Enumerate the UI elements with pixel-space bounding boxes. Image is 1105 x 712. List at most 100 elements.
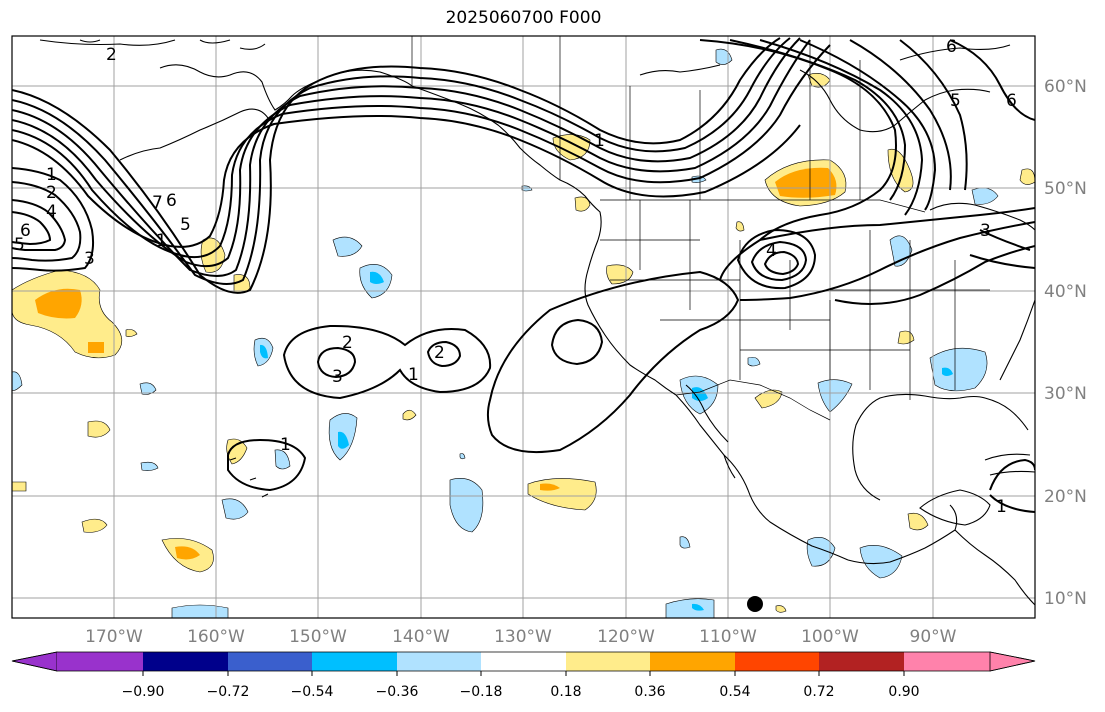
coastline — [39, 39, 413, 111]
anomaly-negative-core — [942, 367, 953, 376]
anomaly-positive-patch — [81, 518, 108, 533]
lat-label: 20°N — [1044, 487, 1087, 507]
colorbar-segment — [566, 652, 650, 671]
contour-line — [849, 39, 952, 191]
colorbar-extend-low — [11, 651, 58, 672]
contour-line — [12, 44, 831, 259]
contour-line — [550, 318, 604, 366]
coastline — [852, 393, 1029, 501]
contour-line — [486, 270, 740, 454]
colorbar-tick-label: −0.90 — [122, 684, 165, 700]
contour-line — [282, 324, 492, 400]
height-contours — [12, 37, 1035, 513]
contour-label: 2 — [106, 45, 117, 65]
anomaly-positive-core — [540, 483, 560, 491]
anomaly-negative-patch — [12, 371, 23, 391]
lon-label: 140°W — [392, 627, 450, 647]
anomaly-negative-patch — [459, 453, 466, 460]
contour-label: 1 — [46, 165, 57, 185]
anomaly-positive-core — [35, 288, 82, 319]
contour-label: 2 — [342, 333, 353, 353]
anomaly-positive-patch — [907, 512, 929, 531]
contour-line — [12, 39, 811, 268]
colorbar-segment — [143, 652, 228, 671]
contour-line — [426, 340, 462, 368]
anomaly-positive-patch — [606, 264, 634, 285]
contour-line — [729, 39, 907, 201]
colorbar-segment — [57, 652, 143, 671]
contour-line — [739, 221, 1035, 301]
anomaly-positive-patch — [574, 196, 591, 212]
anomaly-positive-patch — [125, 329, 138, 337]
anomaly-positive-patch — [12, 481, 27, 492]
contour-line — [989, 458, 1035, 491]
graticule — [12, 36, 1035, 618]
contour-line — [759, 39, 924, 216]
anomaly-positive-patch — [527, 478, 597, 511]
colorbar-tick-label: 0.54 — [719, 684, 750, 700]
coastline — [79, 39, 266, 50]
contour-label: 1 — [408, 365, 419, 385]
anomaly-negative-patch — [859, 545, 903, 579]
anomaly-positive-core — [175, 546, 200, 560]
location-marker — [747, 596, 763, 612]
contour-line — [12, 167, 95, 272]
map-title: 2025060700 F000 — [445, 8, 602, 28]
colorbar-tick-label: 0.36 — [634, 684, 665, 700]
anomaly-negative-patch — [971, 187, 999, 205]
contour-line — [12, 37, 781, 294]
contour-label: 5 — [950, 91, 961, 111]
anomaly-negative-patch — [171, 604, 229, 618]
contour-line — [12, 115, 801, 248]
anomaly-negative-core — [260, 344, 268, 359]
anomaly-negative-patch — [665, 598, 715, 618]
contour-label: 3 — [84, 249, 95, 269]
contour-line — [750, 240, 808, 282]
anomaly-positive-patch — [226, 438, 248, 465]
lat-label: 10°N — [1044, 589, 1087, 609]
contour-line — [799, 39, 937, 211]
contour-label: 2 — [46, 183, 57, 203]
colorbar-segment — [481, 652, 566, 671]
anomaly-negative-patch — [139, 382, 157, 395]
anomaly-negative-patch — [274, 449, 291, 470]
coastline — [584, 239, 677, 396]
anomaly-shading — [12, 48, 1035, 618]
contour-line — [969, 229, 1035, 269]
contour-line — [719, 207, 1035, 281]
contour-label: 6 — [20, 221, 31, 241]
anomaly-negative-patch — [221, 498, 249, 520]
lat-label: 50°N — [1044, 179, 1087, 199]
coastline — [411, 85, 602, 241]
anomaly-negative-patch — [679, 536, 691, 549]
anomaly-positive-patch — [897, 330, 915, 345]
contour-line — [989, 494, 1035, 513]
colorbar-extend-high — [989, 651, 1036, 672]
contour-line — [834, 245, 1035, 305]
coastline — [919, 489, 991, 526]
anomaly-negative-patch — [449, 478, 484, 533]
anomaly-negative-core — [370, 271, 384, 284]
contour-labels: 1 2 4 6 5 3 7 6 5 1 2 3 1 2 1 1 4 6 5 6 … — [14, 37, 1017, 517]
coastline — [954, 529, 1035, 606]
coastlines — [39, 39, 1035, 606]
lat-label: 60°N — [1044, 77, 1087, 97]
anomaly-positive-patch — [1019, 168, 1035, 185]
anomaly-negative-patch — [715, 48, 733, 65]
lat-label: 40°N — [1044, 282, 1087, 302]
contour-label: 3 — [980, 221, 991, 241]
lon-label: 130°W — [494, 627, 552, 647]
anomaly-negative-patch — [889, 235, 913, 267]
colorbar-tick-label: −0.18 — [460, 684, 503, 700]
anomaly-negative-patch — [806, 537, 836, 567]
contour-label: 5 — [14, 235, 25, 255]
colorbar-tick-label: −0.72 — [207, 684, 250, 700]
contour-label: 1 — [156, 231, 167, 251]
lon-label: 120°W — [597, 627, 655, 647]
state-border — [639, 200, 956, 400]
anomaly-positive-patch — [87, 420, 111, 438]
coastline — [675, 384, 736, 479]
contour-label: 1 — [996, 497, 1007, 517]
colorbar-segment — [650, 652, 735, 671]
